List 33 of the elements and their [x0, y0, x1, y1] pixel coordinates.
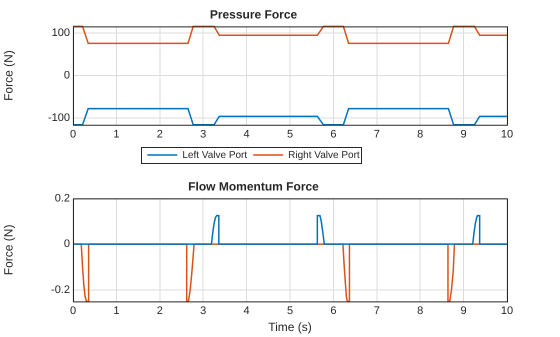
x-tick-label: 3: [200, 305, 206, 318]
x-tick-label: 5: [286, 128, 294, 140]
y-tick-label: -0.2: [51, 284, 70, 296]
x-tick-label: 4: [244, 305, 250, 318]
x-tick-label: 6: [330, 128, 336, 140]
y-tick-label: 0: [64, 238, 70, 250]
y-axis-title: Force (N): [2, 224, 16, 276]
x-tick-label: 9: [460, 305, 467, 318]
y-tick-label: 0.2: [54, 192, 70, 204]
x-tick-label: 4: [244, 128, 250, 140]
x-tick-label: 10: [500, 128, 514, 140]
x-tick-label: 7: [374, 305, 380, 318]
x-tick-label: 8: [417, 305, 424, 318]
legend-label: Left Valve Port: [182, 150, 248, 161]
x-tick-label: 6: [330, 305, 336, 318]
x-tick-label: 10: [500, 305, 514, 318]
x-tick-label: 1: [113, 128, 120, 140]
x-tick-label: 3: [200, 128, 206, 140]
chart-title: Pressure Force: [210, 8, 298, 22]
x-tick-label: 5: [286, 305, 294, 318]
x-axis-title: Time (s): [268, 320, 312, 334]
x-tick-label: 9: [460, 128, 467, 140]
y-tick-label: 0: [64, 70, 70, 82]
y-tick-label: -100: [48, 112, 70, 124]
x-tick-label: 1: [113, 305, 120, 318]
x-tick-label: 8: [417, 128, 424, 140]
x-tick-label: 2: [156, 128, 163, 140]
y-tick-label: 100: [52, 27, 70, 40]
legend-label: Right Valve Port: [288, 150, 360, 161]
chart-title: Flow Momentum Force: [188, 180, 320, 194]
x-tick-label: 7: [374, 128, 380, 140]
y-axis-title: Force (N): [2, 50, 16, 101]
x-tick-label: 2: [156, 305, 163, 318]
